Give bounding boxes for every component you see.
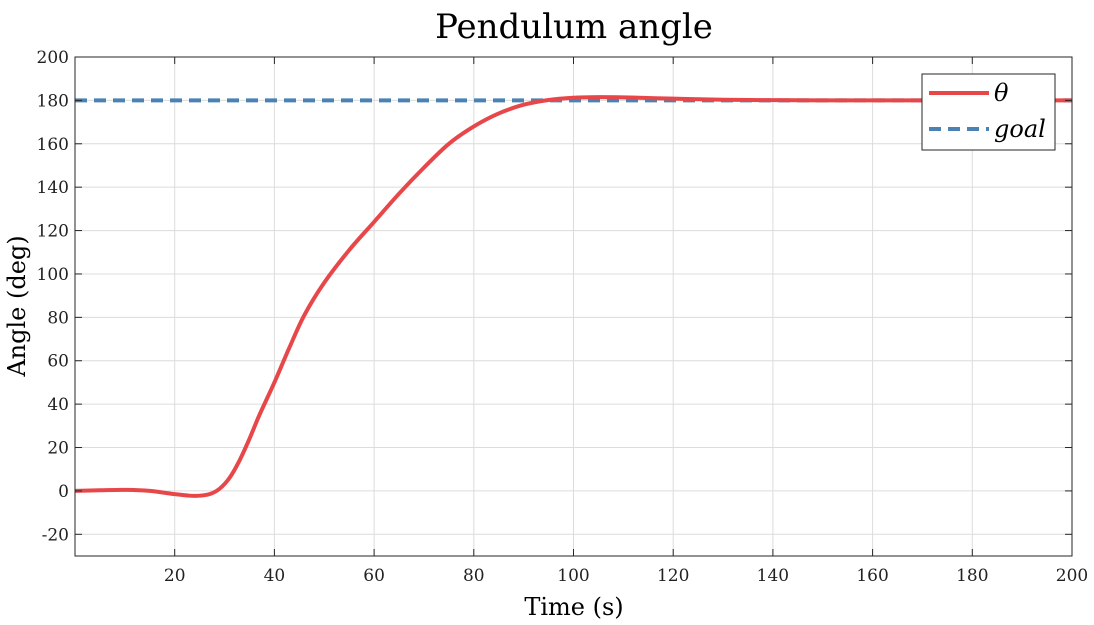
y-tick-label: 20 [47, 439, 69, 459]
series-line-theta [74, 95, 1072, 498]
y-tick-label: 140 [37, 178, 69, 198]
y-tick-label: 180 [37, 91, 69, 111]
x-tick-label: 120 [657, 566, 689, 586]
legend-box [921, 73, 1056, 151]
legend-label-theta: θ [994, 79, 1009, 107]
y-tick-label: 80 [47, 308, 69, 328]
x-tick-label: 60 [363, 566, 385, 586]
series-layer [74, 95, 1072, 498]
legend-label-goal: goal [994, 115, 1046, 143]
y-tick-label: 120 [37, 222, 69, 242]
x-axis-label: Time (s) [524, 593, 623, 621]
y-tick-label: 0 [58, 482, 69, 502]
legend: θ goal [921, 73, 1056, 151]
x-tick-label: 140 [757, 566, 789, 586]
x-tick-label: 160 [856, 566, 888, 586]
x-tick-label: 40 [264, 566, 286, 586]
y-tick-label: 40 [47, 395, 69, 415]
tick-labels: 20 40 60 80 100 120 140 160 180 200 -20 0 20 40 60 80 10… [37, 48, 1089, 586]
chart-title: Pendulum angle [435, 7, 713, 47]
x-tick-label: 200 [1056, 566, 1088, 586]
y-tick-label: 200 [37, 48, 69, 68]
x-tick-label: 80 [463, 566, 485, 586]
x-tick-label: 180 [956, 566, 988, 586]
y-tick-label: 60 [47, 352, 69, 372]
tick-marks [75, 56, 1073, 556]
x-tick-label: 20 [164, 566, 186, 586]
y-tick-label: 100 [37, 265, 69, 285]
y-tick-label: 160 [37, 135, 69, 155]
x-tick-label: 100 [557, 566, 589, 586]
y-tick-label: -20 [42, 525, 69, 545]
y-axis-label: Angle (deg) [3, 235, 31, 377]
